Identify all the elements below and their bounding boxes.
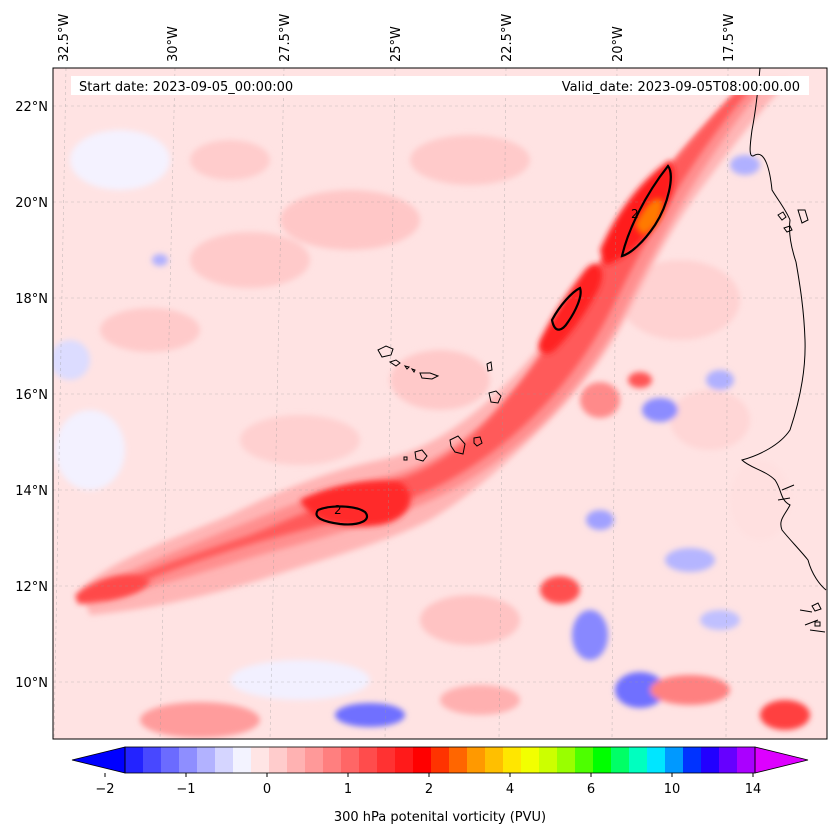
colorbar-swatch xyxy=(467,747,486,773)
cape-verde-islands xyxy=(377,345,502,462)
date-header-box xyxy=(71,76,809,95)
lat-label: 14°N xyxy=(15,484,48,499)
colorbar-swatch xyxy=(665,747,684,773)
colorbar-swatch xyxy=(359,747,378,773)
colorbar-tick-label: 2 xyxy=(425,782,433,797)
colorbar-tick-label: −1 xyxy=(176,782,195,797)
colorbar-swatch xyxy=(521,747,540,773)
colorbar-swatch xyxy=(413,747,432,773)
colorbar-swatch xyxy=(701,747,720,773)
colorbar-ticks xyxy=(104,773,754,777)
west-africa-coastline xyxy=(741,68,827,633)
colorbar-swatch xyxy=(179,747,198,773)
lat-label: 12°N xyxy=(15,580,48,595)
colorbar-swatches xyxy=(125,747,756,773)
colorbar-swatch xyxy=(683,747,702,773)
colorbar-tick-label: 10 xyxy=(664,782,681,797)
colorbar-tick-label: 14 xyxy=(745,782,762,797)
colorbar-swatch xyxy=(431,747,450,773)
colorbar-tick-label: −2 xyxy=(95,782,114,797)
lon-label: 22.5°W xyxy=(500,14,515,62)
lat-label: 20°N xyxy=(15,196,48,211)
colorbar-swatch xyxy=(575,747,594,773)
colorbar-swatch xyxy=(305,747,324,773)
colorbar-arrow-low xyxy=(71,746,126,774)
start-date-text: Start date: 2023-09-05_00:00:00 xyxy=(79,80,293,95)
colorbar-swatch xyxy=(251,747,270,773)
pv-streamer xyxy=(75,80,790,615)
colorbar-swatch xyxy=(719,747,738,773)
colorbar-swatch xyxy=(557,747,576,773)
colorbar-swatch xyxy=(323,747,342,773)
colorbar-swatch xyxy=(395,747,414,773)
colorbar-swatch xyxy=(593,747,612,773)
coastal-islets xyxy=(777,209,822,627)
contour-2pvu-central xyxy=(550,286,582,331)
valid-date-text: Valid_date: 2023-09-05T08:00:00.00 xyxy=(562,80,800,95)
colorbar-swatch xyxy=(737,747,756,773)
colorbar-swatch xyxy=(449,747,468,773)
colorbar: −2 −1 0 1 2 4 6 10 14 300 hPa potenital … xyxy=(71,746,809,825)
contour-label-south: 2 xyxy=(334,503,342,517)
colorbar-swatch xyxy=(125,747,144,773)
lat-label: 16°N xyxy=(15,388,48,403)
colorbar-swatch xyxy=(287,747,306,773)
colorbar-swatch xyxy=(539,747,558,773)
colorbar-arrow-high xyxy=(754,746,809,774)
colorbar-swatch xyxy=(197,747,216,773)
colorbar-swatch xyxy=(503,747,522,773)
latitude-labels: 22°N 20°N 18°N 16°N 14°N 12°N 10°N xyxy=(15,100,48,691)
colorbar-swatch xyxy=(611,747,630,773)
colorbar-swatch xyxy=(377,747,396,773)
colorbar-tick-label: 1 xyxy=(344,782,352,797)
lon-label: 27.5°W xyxy=(278,14,293,62)
colorbar-tick-labels: −2 −1 0 1 2 4 6 10 14 xyxy=(95,782,761,797)
colorbar-swatch xyxy=(215,747,234,773)
colorbar-swatch xyxy=(233,747,252,773)
colorbar-tick-label: 4 xyxy=(506,782,514,797)
graticule xyxy=(53,68,827,739)
map-panel: 2 2 Start date: 2023-09-05_00:00 xyxy=(53,68,827,739)
colorbar-swatch xyxy=(143,747,162,773)
lat-label: 10°N xyxy=(15,676,48,691)
lon-label: 30°W xyxy=(166,26,181,62)
lon-label: 32.5°W xyxy=(57,14,72,62)
colorbar-swatch xyxy=(647,747,666,773)
colorbar-swatch xyxy=(161,747,180,773)
colorbar-tick-label: 6 xyxy=(587,782,595,797)
lat-label: 18°N xyxy=(15,292,48,307)
contour-label-north: 2 xyxy=(631,207,639,221)
pv-background-field xyxy=(53,130,810,738)
colorbar-swatch xyxy=(629,747,648,773)
lon-label: 25°W xyxy=(389,26,404,62)
map-frame xyxy=(52,67,828,740)
colorbar-tick-label: 0 xyxy=(263,782,271,797)
longitude-labels: 32.5°W 30°W 27.5°W 25°W 22.5°W 20°W 17.5… xyxy=(57,14,737,62)
colorbar-label: 300 hPa potenital vorticity (PVU) xyxy=(334,810,546,825)
colorbar-swatch xyxy=(341,747,360,773)
pv-2-contours xyxy=(315,164,672,526)
lat-label: 22°N xyxy=(15,100,48,115)
contour-2pvu-north xyxy=(620,164,672,258)
lon-label: 20°W xyxy=(611,26,626,62)
contour-2pvu-south xyxy=(315,505,368,526)
colorbar-swatch xyxy=(269,747,288,773)
colorbar-swatch xyxy=(485,747,504,773)
colorbar-frame xyxy=(124,746,756,774)
lon-label: 17.5°W xyxy=(722,14,737,62)
